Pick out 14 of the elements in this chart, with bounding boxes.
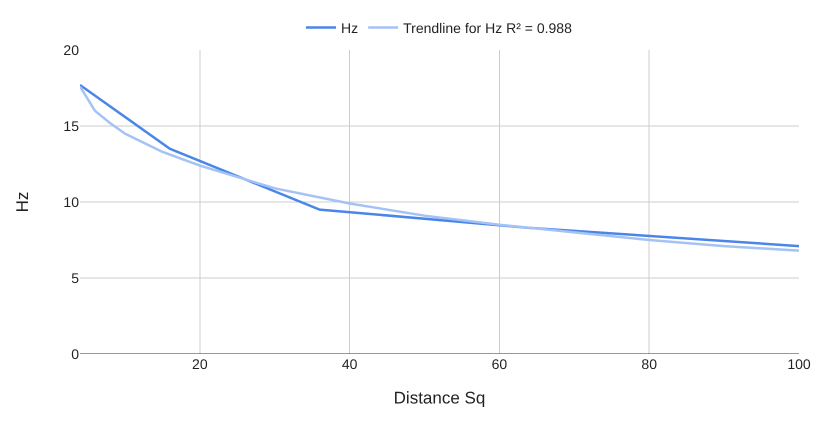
x-tick-label: 80: [641, 356, 658, 372]
legend-label: Hz: [341, 20, 358, 36]
y-tick-label: 5: [71, 270, 80, 286]
x-tick-label: 100: [787, 356, 811, 372]
x-tick-label: 40: [342, 356, 358, 372]
x-tick-label: 60: [492, 356, 508, 372]
y-axis-title: Hz: [12, 192, 32, 212]
y-tick-label: 15: [63, 118, 80, 134]
y-tick-label: 10: [63, 194, 80, 210]
y-tick-label: 20: [63, 42, 80, 58]
legend-label: Trendline for Hz R² = 0.988: [403, 20, 572, 36]
y-tick-label: 0: [71, 346, 80, 362]
x-axis-title: Distance Sq: [394, 388, 486, 408]
x-tick-label: 20: [192, 356, 208, 372]
